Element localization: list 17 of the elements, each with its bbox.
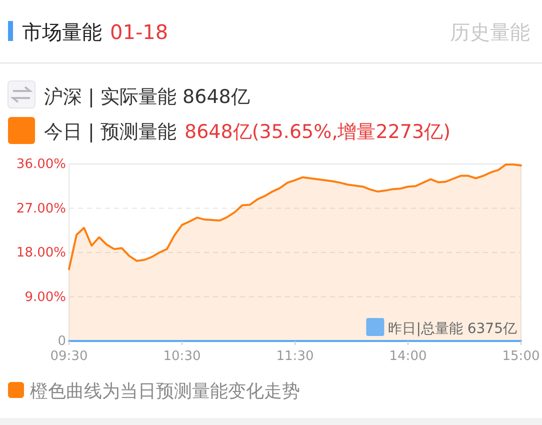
x-tick-label: 09:30	[50, 349, 88, 364]
x-tick-label: 10:30	[163, 349, 201, 364]
y-tick-label: 27.00%	[16, 201, 66, 216]
text: 沪深 | 实际量能 8648亿	[44, 86, 250, 108]
text: 橙色曲线为当日预测量能变化走势	[30, 381, 300, 402]
x-tick-label: 11:30	[276, 349, 314, 364]
y-tick-label: 9.00%	[24, 290, 66, 305]
y-tick-label: 0	[58, 334, 66, 350]
y-tick-label: 36.00%	[16, 157, 66, 172]
legend-label: 昨日|总量能 6375亿	[388, 321, 517, 337]
y-tick-label: 18.00%	[16, 246, 66, 261]
x-tick-label: 14:00	[389, 349, 427, 364]
chart-title: 市场量能	[22, 20, 102, 44]
text: 8648亿(35.65%,增量2273亿)	[184, 121, 451, 143]
x-tick-label: 15:00	[502, 349, 540, 364]
legend-label: 今日 | 预测量能	[44, 121, 176, 143]
chart-subtitle: 01-18	[110, 20, 168, 44]
